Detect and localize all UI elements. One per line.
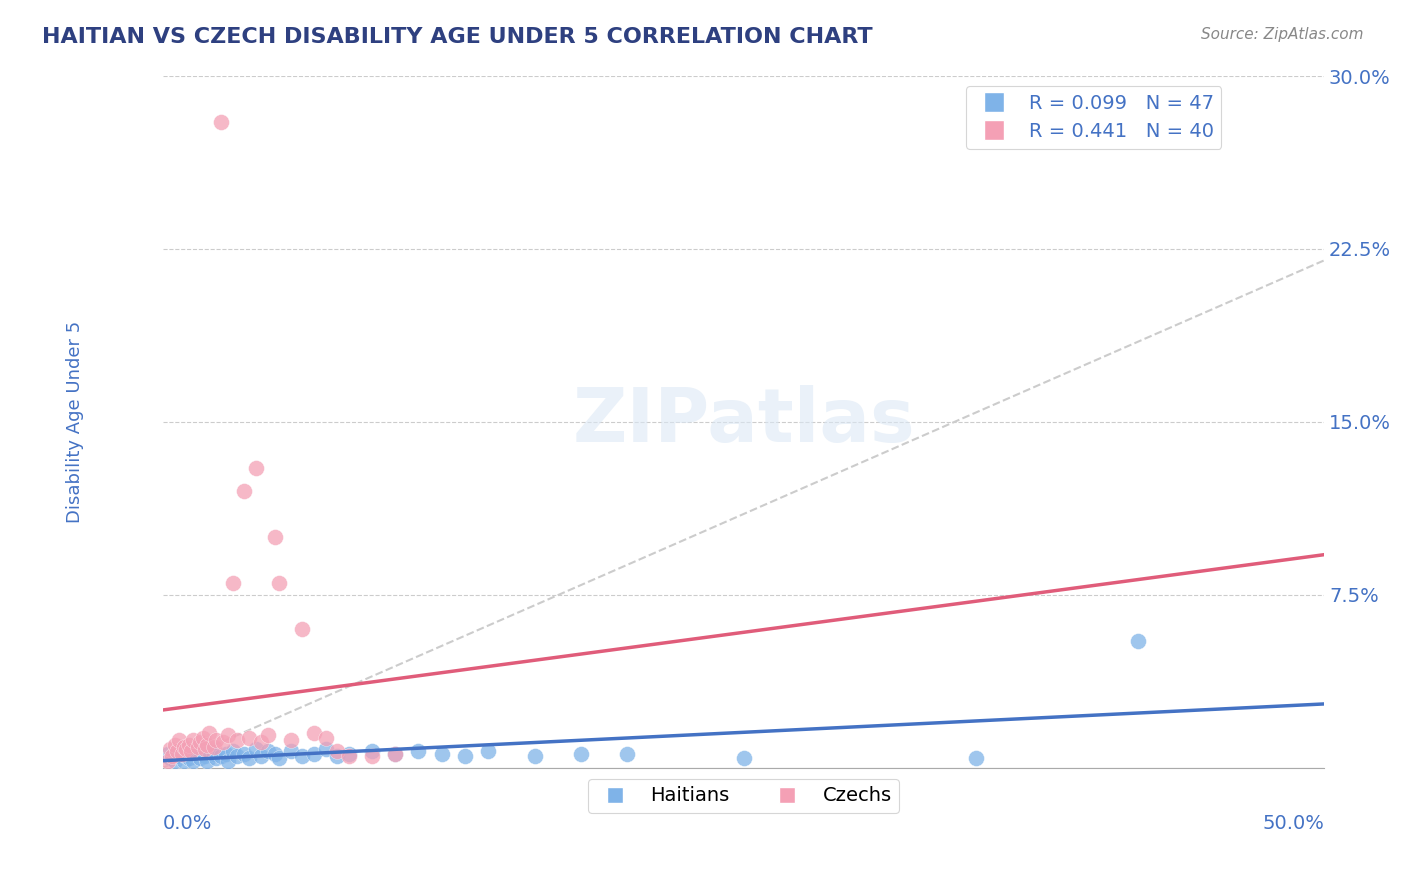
- Point: [173, 739, 195, 754]
- Point: [226, 733, 249, 747]
- Point: [430, 747, 453, 761]
- Point: [163, 738, 186, 752]
- Point: [174, 749, 197, 764]
- Point: [337, 747, 360, 761]
- Point: [302, 726, 325, 740]
- Point: [361, 749, 384, 764]
- Point: [188, 735, 211, 749]
- Point: [202, 739, 225, 754]
- Point: [180, 747, 202, 761]
- Point: [238, 751, 260, 765]
- Point: [337, 749, 360, 764]
- Point: [170, 747, 193, 761]
- Point: [280, 733, 302, 747]
- Point: [191, 731, 214, 745]
- Text: HAITIAN VS CZECH DISABILITY AGE UNDER 5 CORRELATION CHART: HAITIAN VS CZECH DISABILITY AGE UNDER 5 …: [42, 27, 873, 46]
- Point: [477, 744, 499, 758]
- Point: [156, 754, 179, 768]
- Point: [326, 744, 349, 758]
- Point: [384, 747, 406, 761]
- Point: [187, 739, 209, 754]
- Point: [166, 744, 188, 758]
- Point: [198, 744, 221, 758]
- Point: [233, 483, 256, 498]
- Text: Source: ZipAtlas.com: Source: ZipAtlas.com: [1201, 27, 1364, 42]
- Point: [245, 742, 267, 756]
- Legend: Haitians, Czechs: Haitians, Czechs: [588, 779, 900, 814]
- Point: [166, 749, 188, 764]
- Point: [162, 749, 184, 764]
- Point: [256, 728, 278, 742]
- Text: 0.0%: 0.0%: [163, 814, 212, 833]
- Point: [226, 749, 249, 764]
- Point: [187, 742, 209, 756]
- Point: [361, 744, 384, 758]
- Point: [280, 744, 302, 758]
- Point: [217, 728, 239, 742]
- Point: [159, 742, 181, 756]
- Point: [616, 747, 638, 761]
- Point: [174, 742, 197, 756]
- Point: [454, 749, 477, 764]
- Point: [205, 733, 228, 747]
- Point: [188, 751, 211, 765]
- Point: [302, 747, 325, 761]
- Text: Disability Age Under 5: Disability Age Under 5: [66, 321, 84, 523]
- Point: [222, 576, 245, 591]
- Point: [222, 744, 245, 758]
- Point: [291, 749, 314, 764]
- Point: [233, 747, 256, 761]
- Point: [291, 622, 314, 636]
- Point: [249, 749, 271, 764]
- Point: [170, 744, 193, 758]
- Point: [209, 115, 232, 129]
- Point: [965, 751, 987, 765]
- Point: [198, 726, 221, 740]
- Text: 50.0%: 50.0%: [1263, 814, 1324, 833]
- Point: [177, 751, 200, 765]
- Point: [1128, 633, 1150, 648]
- Point: [238, 731, 260, 745]
- Point: [245, 461, 267, 475]
- Point: [180, 744, 202, 758]
- Point: [523, 749, 546, 764]
- Point: [202, 747, 225, 761]
- Point: [326, 749, 349, 764]
- Point: [315, 742, 337, 756]
- Point: [256, 744, 278, 758]
- Point: [315, 731, 337, 745]
- Point: [269, 751, 291, 765]
- Point: [156, 747, 179, 761]
- Point: [263, 530, 285, 544]
- Point: [209, 749, 232, 764]
- Point: [177, 738, 200, 752]
- Point: [195, 738, 218, 752]
- Point: [249, 735, 271, 749]
- Point: [569, 747, 592, 761]
- Point: [194, 749, 217, 764]
- Point: [384, 747, 406, 761]
- Point: [408, 744, 430, 758]
- Point: [195, 754, 218, 768]
- Point: [205, 751, 228, 765]
- Point: [269, 576, 291, 591]
- Text: ZIPatlas: ZIPatlas: [572, 385, 915, 458]
- Point: [263, 747, 285, 761]
- Point: [194, 742, 217, 756]
- Point: [173, 754, 195, 768]
- Point: [181, 754, 204, 768]
- Point: [163, 754, 186, 768]
- Point: [733, 751, 755, 765]
- Point: [169, 733, 191, 747]
- Point: [217, 754, 239, 768]
- Point: [181, 733, 204, 747]
- Point: [212, 735, 235, 749]
- Point: [215, 747, 238, 761]
- Point: [159, 751, 181, 765]
